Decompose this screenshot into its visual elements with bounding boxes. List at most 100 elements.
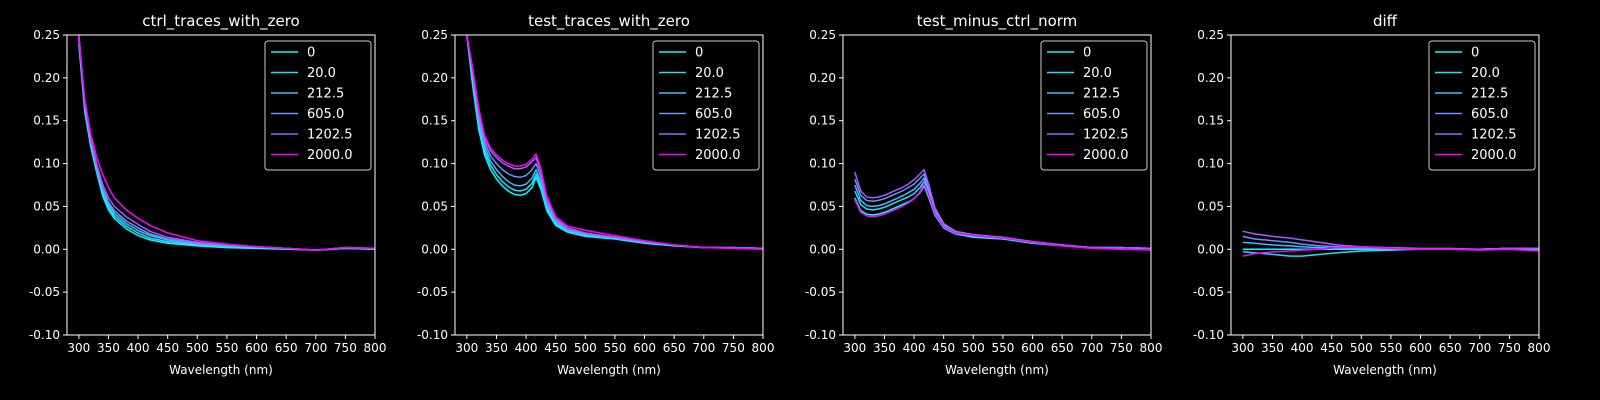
x-tick-label: 800 [1528, 341, 1551, 355]
series-line-5 [854, 168, 1151, 250]
x-tick-label: 500 [574, 341, 597, 355]
chart-panel-2: test_traces_with_zero 300 350 400 450 500 550 6… [417, 12, 775, 377]
y-tick-label: 0.25 [1197, 28, 1224, 42]
y-tick-label: 0.05 [421, 199, 448, 213]
plot-frame [842, 34, 1152, 336]
x-tick-label: 300 [843, 341, 866, 355]
legend-entry: 20.0 [695, 66, 724, 81]
x-tick-label: 600 [1021, 341, 1044, 355]
legend-entry: 1202.5 [1083, 128, 1129, 143]
x-tick-label: 550 [215, 341, 238, 355]
y-tick-label: 0.10 [33, 157, 60, 171]
x-axis-label: Wavelength (nm) [557, 363, 661, 377]
y-tick-label: 0.15 [809, 114, 836, 128]
y-tick-label: 0.25 [421, 28, 448, 42]
legend-entry: 605.0 [1083, 107, 1120, 122]
y-tick-label: 0.25 [809, 28, 836, 42]
legend-entry: 1202.5 [307, 128, 353, 143]
series-line-6 [78, 35, 375, 251]
legend: 0 20.0 212.5 605.0 1202.5 2000.0 [1428, 40, 1536, 171]
series-line-5 [1242, 230, 1539, 251]
series-line-1 [466, 35, 763, 250]
x-tick-label: 550 [603, 341, 626, 355]
y-tick-label: 0.15 [421, 114, 448, 128]
legend-entry: 0 [1471, 46, 1479, 61]
series-lines [78, 35, 375, 251]
chart-panel-1: ctrl_traces_with_zero 300 350 400 450 500 550 6… [29, 12, 387, 377]
plot-frame [66, 34, 376, 336]
legend-entry: 1202.5 [1471, 128, 1517, 143]
legend-entry: 605.0 [1471, 107, 1508, 122]
y-tick-label: 0.10 [421, 157, 448, 171]
plot-frame [454, 34, 764, 336]
chart-panel-3: test_minus_ctrl_norm 300 350 400 450 500 550 60… [805, 12, 1163, 377]
series-line-6 [854, 182, 1151, 251]
plot-frame [1230, 34, 1540, 336]
x-tick-label: 750 [334, 341, 357, 355]
x-tick-label: 300 [67, 341, 90, 355]
legend-entry: 1202.5 [695, 128, 741, 143]
x-tick-label: 400 [903, 341, 926, 355]
legend: 0 20.0 212.5 605.0 1202.5 2000.0 [264, 40, 372, 171]
x-tick-label: 800 [1140, 341, 1163, 355]
y-tick-label: 0.20 [1197, 71, 1224, 85]
legend-entry: 20.0 [307, 66, 336, 81]
x-tick-label: 450 [1320, 341, 1343, 355]
y-tick-label: 0.10 [1197, 157, 1224, 171]
x-tick-label: 700 [304, 341, 327, 355]
x-tick-label: 300 [455, 341, 478, 355]
series-lines [854, 168, 1151, 251]
y-tick-label: -0.05 [417, 285, 448, 299]
x-tick-label: 800 [364, 341, 387, 355]
y-tick-label: -0.05 [29, 285, 60, 299]
x-tick-label: 700 [692, 341, 715, 355]
series-lines [466, 35, 763, 251]
x-tick-label: 500 [962, 341, 985, 355]
legend-entry: 0 [1083, 46, 1091, 61]
y-tick-label: 0.25 [33, 28, 60, 42]
x-axis-label: Wavelength (nm) [1333, 363, 1437, 377]
y-tick-label: 0.20 [33, 71, 60, 85]
legend-entry: 20.0 [1471, 66, 1500, 81]
legend-entry: 212.5 [1471, 87, 1508, 102]
series-line-6 [466, 35, 763, 251]
chart-title: diff [1373, 12, 1398, 30]
x-tick-label: 450 [156, 341, 179, 355]
legend-entry: 212.5 [1083, 87, 1120, 102]
x-tick-label: 350 [97, 341, 120, 355]
y-tick-label: -0.10 [29, 328, 60, 342]
x-tick-label: 500 [1350, 341, 1373, 355]
legend-entry: 2000.0 [1083, 148, 1129, 163]
x-tick-label: 800 [752, 341, 775, 355]
x-tick-label: 600 [633, 341, 656, 355]
y-tick-label: 0.20 [809, 71, 836, 85]
legend: 0 20.0 212.5 605.0 1202.5 2000.0 [652, 40, 760, 171]
x-tick-label: 400 [515, 341, 538, 355]
x-tick-label: 350 [873, 341, 896, 355]
chart-title: test_traces_with_zero [528, 12, 690, 31]
x-tick-label: 650 [663, 341, 686, 355]
y-tick-label: 0.00 [809, 242, 836, 256]
x-tick-label: 350 [1261, 341, 1284, 355]
y-tick-label: 0.10 [809, 157, 836, 171]
y-tick-label: 0.05 [33, 199, 60, 213]
x-tick-label: 750 [1110, 341, 1133, 355]
y-tick-label: -0.10 [417, 328, 448, 342]
x-tick-label: 650 [1439, 341, 1462, 355]
y-tick-label: 0.00 [1197, 242, 1224, 256]
x-tick-label: 600 [245, 341, 268, 355]
series-lines [1242, 230, 1539, 257]
legend-entry: 212.5 [307, 87, 344, 102]
legend-entry: 605.0 [695, 107, 732, 122]
x-tick-label: 700 [1080, 341, 1103, 355]
x-tick-label: 350 [485, 341, 508, 355]
y-tick-label: -0.10 [805, 328, 836, 342]
legend-entry: 0 [307, 46, 315, 61]
y-tick-label: 0.05 [809, 199, 836, 213]
chart-title: ctrl_traces_with_zero [142, 12, 299, 31]
x-tick-label: 600 [1409, 341, 1432, 355]
y-tick-label: 0.05 [1197, 199, 1224, 213]
x-tick-label: 300 [1231, 341, 1254, 355]
y-tick-label: 0.20 [421, 71, 448, 85]
